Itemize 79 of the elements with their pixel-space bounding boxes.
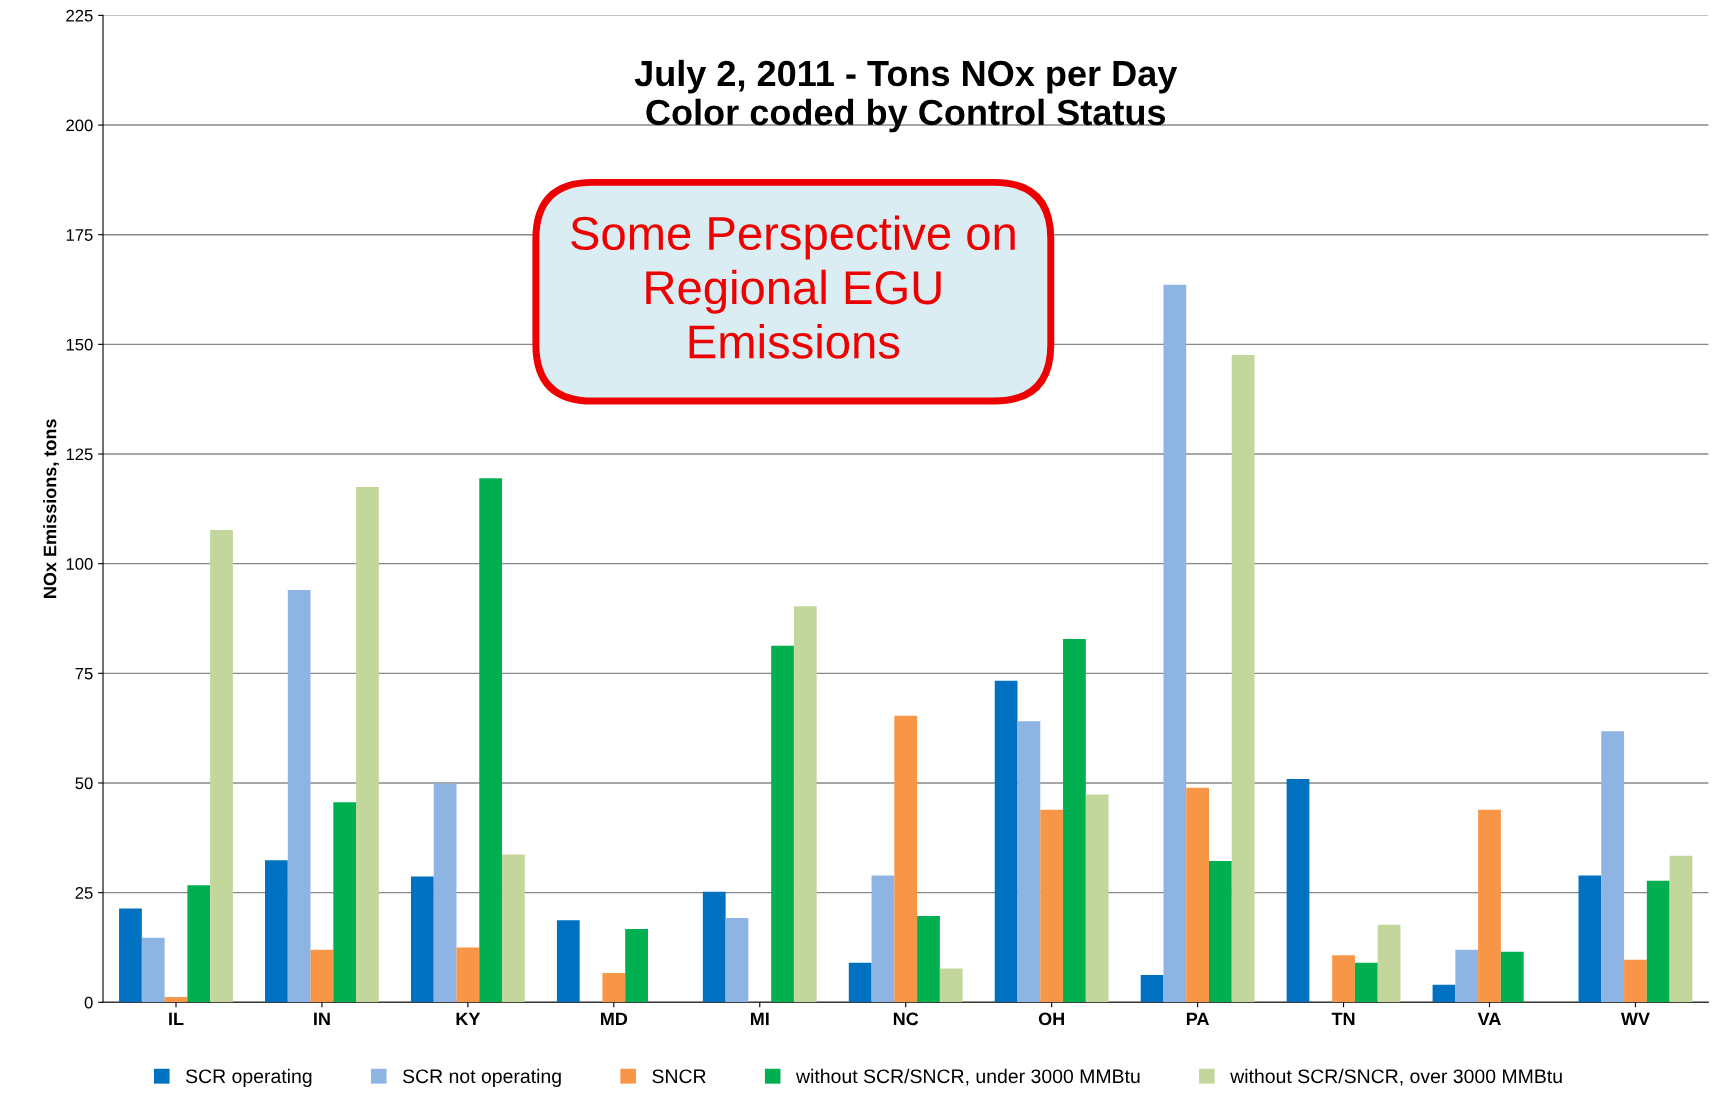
bar (1601, 731, 1625, 1003)
bar (871, 875, 895, 1003)
bar (1669, 855, 1693, 1003)
y-tick-label: 150 (66, 338, 93, 351)
bar (141, 937, 165, 1003)
x-tick-label: MI (750, 1012, 769, 1026)
bar (1377, 924, 1401, 1003)
y-axis-title: NOx Emissions, tons (43, 419, 59, 598)
y-tick-label: 175 (66, 229, 93, 241)
bar (556, 920, 580, 1003)
y-tick-label: 100 (66, 558, 93, 570)
bar (771, 645, 794, 1003)
bar (1085, 794, 1109, 1003)
bar (265, 860, 288, 1003)
x-tick-label: IL (169, 1012, 184, 1026)
bar (917, 915, 940, 1003)
x-tick-label: TN (1331, 1012, 1355, 1026)
bar (625, 929, 648, 1003)
legend-label: without SCR/SNCR, under 3000 MMBtu (795, 1068, 1140, 1086)
x-tick-label: KY (456, 1012, 481, 1026)
x-tick-label: MD (601, 1012, 628, 1026)
text: July 2, 2011 - Tons NOx per Day Color coded by Control Status (634, 59, 1178, 133)
x-tick-label: VA (1477, 1012, 1501, 1026)
bar (210, 529, 233, 1003)
x-tick-label: WV (1620, 1012, 1650, 1026)
bar (939, 968, 963, 1003)
bar (1624, 959, 1647, 1003)
y-tick-label: 0 (84, 996, 93, 1009)
y-tick-label: 225 (66, 9, 93, 22)
annotation: Some Perspective on Regional EGU Emissions (571, 215, 1015, 359)
bar (310, 949, 334, 1003)
bar (1163, 284, 1187, 1003)
bar (725, 918, 749, 1003)
bar (1500, 951, 1524, 1003)
y-tick-label: 125 (66, 448, 93, 461)
x-tick-label: NC (893, 1012, 919, 1026)
bar (702, 891, 726, 1003)
bar (433, 783, 457, 1003)
bar (1478, 809, 1501, 1003)
bar (1578, 875, 1602, 1003)
bar (1286, 779, 1310, 1003)
x-tick-label: PA (1186, 1012, 1210, 1026)
bar (187, 885, 211, 1003)
bar (1354, 962, 1378, 1003)
legend-label: without SCR/SNCR, over 3000 MMBtu (1230, 1068, 1562, 1086)
bar (119, 908, 142, 1003)
bar (1432, 984, 1456, 1003)
bar (1332, 955, 1355, 1003)
bar (1455, 949, 1479, 1003)
bar (1186, 787, 1209, 1003)
bar (1646, 880, 1670, 1003)
bar (333, 802, 357, 1003)
y-tick-label: 50 (75, 777, 93, 790)
bar (502, 854, 525, 1003)
x-tick-label: IN (314, 1012, 330, 1026)
bar (456, 947, 480, 1003)
bar (479, 478, 503, 1003)
bar (1208, 861, 1232, 1003)
bar (410, 876, 434, 1003)
bar (848, 962, 872, 1003)
bar (793, 606, 817, 1003)
bar (994, 680, 1018, 1003)
bar (602, 972, 626, 1003)
y-tick-label: 25 (75, 887, 93, 899)
y-tick-label: 200 (66, 119, 93, 132)
bar (1140, 975, 1164, 1003)
bar (1040, 809, 1064, 1003)
bar (164, 997, 188, 1003)
bar (356, 486, 379, 1003)
x-tick-label: OH (1038, 1012, 1064, 1026)
bar (1063, 639, 1086, 1003)
bar (287, 589, 311, 1003)
bar (1017, 721, 1041, 1003)
bar (1231, 354, 1255, 1003)
bar (894, 715, 918, 1003)
legend-label: SCR not operating (402, 1068, 561, 1087)
y-tick-label: 75 (75, 667, 93, 680)
legend-label: SNCR (652, 1069, 706, 1084)
legend-label: SCR operating (185, 1068, 312, 1087)
